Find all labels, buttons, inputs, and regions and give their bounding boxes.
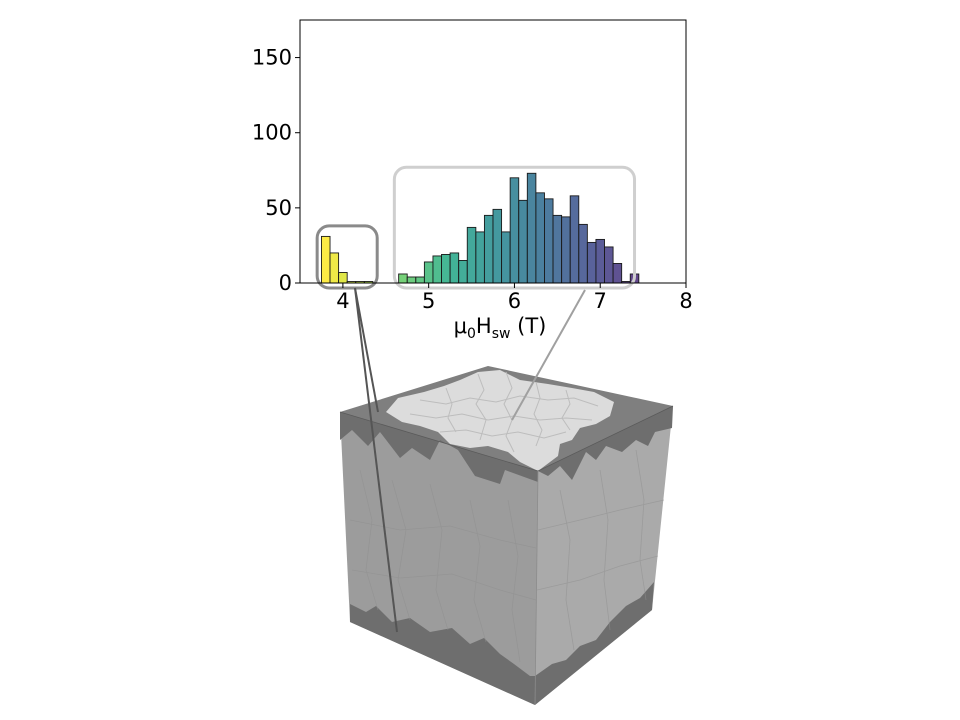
cube-front-edge [534, 470, 539, 706]
histogram-bar [612, 263, 623, 283]
histogram-bar [398, 273, 408, 283]
x-tick-label: 6 [508, 289, 521, 313]
connector-high-field [511, 289, 586, 421]
histogram-bar [586, 241, 597, 283]
x-tick-label: 7 [594, 289, 607, 313]
histogram-bar [509, 177, 520, 283]
y-tick-label: 150 [252, 46, 292, 70]
histogram-bar [338, 272, 348, 283]
histogram-bar [561, 216, 571, 283]
y-tick-label: 100 [252, 121, 292, 145]
histogram-bar [466, 226, 477, 283]
histogram-bar [595, 238, 605, 283]
x-tick-label: 4 [336, 289, 349, 313]
histogram-bar [475, 231, 485, 283]
histogram-bar [518, 199, 528, 283]
histogram-bar [329, 252, 340, 283]
histogram-bar [432, 255, 442, 283]
cube-right-face [535, 406, 673, 705]
histogram-bar [423, 261, 434, 283]
grain-boundaries [409, 371, 599, 453]
right-face-top-shell [538, 406, 673, 480]
right-face-bottom-shell [535, 582, 654, 705]
histogram-bar [604, 246, 614, 283]
connector-low-field-2 [354, 287, 398, 633]
histogram-bar [544, 198, 554, 283]
histogram-bar [492, 208, 503, 283]
histogram-bar [406, 276, 417, 283]
histogram-bar [441, 253, 451, 283]
histogram-bar [458, 260, 468, 283]
top-face-grain-region [386, 370, 614, 471]
histogram-bars [320, 172, 640, 283]
connector-low-field-1 [354, 287, 379, 413]
x-axis-ticks: 4 5 6 7 8 [336, 283, 693, 313]
histogram-bar [535, 192, 545, 283]
histogram-bar [415, 276, 425, 283]
histogram-bar [501, 231, 511, 283]
y-tick-label: 50 [265, 196, 292, 220]
low-field-grains-box [315, 224, 379, 290]
y-tick-label: 0 [279, 271, 292, 295]
grain-cube-illustration [339, 366, 674, 706]
callout-connector-lines [354, 287, 586, 633]
histogram-bar [483, 214, 494, 283]
histogram-bar [449, 252, 460, 283]
left-face-top-shell [340, 412, 538, 484]
histogram-bar [552, 214, 563, 283]
histogram-bar [320, 235, 331, 283]
histogram-bar [569, 195, 580, 283]
histogram-bar [578, 223, 588, 283]
histogram-chart: 4 5 6 7 8 0 50 100 150 μ0Hsw (T) [252, 19, 693, 342]
x-tick-label: 5 [422, 289, 435, 313]
axes-frame [299, 19, 687, 284]
x-tick-label: 8 [679, 289, 692, 313]
x-axis-label: μ0Hsw (T) [454, 314, 547, 342]
y-axis-ticks: 0 50 100 150 [252, 46, 300, 295]
histogram-bar [526, 172, 537, 283]
